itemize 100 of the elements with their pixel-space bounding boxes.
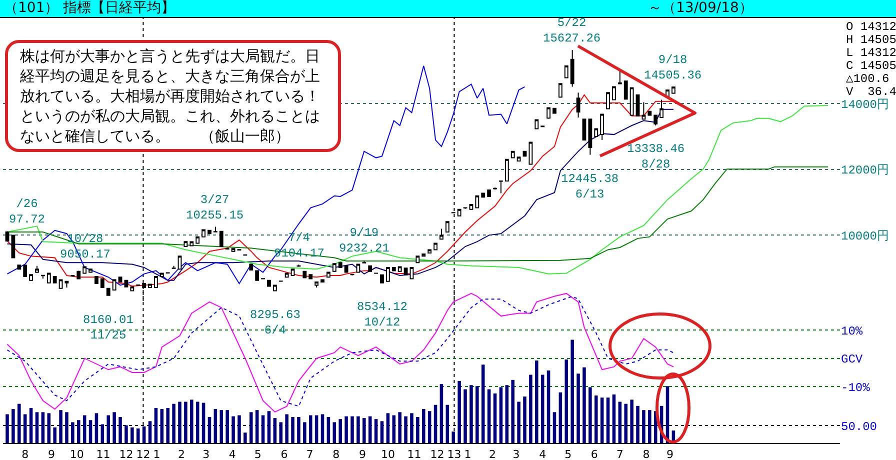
bar (184, 402, 188, 443)
candlestick (94, 275, 98, 284)
x-tick-label: 4 (228, 448, 236, 460)
candlestick (440, 228, 444, 240)
bar (29, 408, 33, 443)
bar (160, 409, 164, 443)
candlestick (528, 142, 533, 166)
text: O 14312 H 14505 L 14312 C 14505 △100.6 V 36.4 (846, 20, 896, 99)
candlestick (11, 234, 16, 258)
candlestick (570, 50, 574, 88)
candlestick (546, 107, 550, 120)
bar (6, 414, 9, 443)
bar (422, 409, 426, 443)
candlestick (648, 110, 652, 116)
candlestick (320, 278, 324, 282)
bar (178, 402, 182, 443)
bar (535, 360, 538, 443)
bar (41, 412, 45, 443)
candlestick (416, 255, 420, 264)
annotation: 5/22 15627.26 (543, 16, 601, 46)
candlestick (552, 108, 556, 114)
candlestick (58, 278, 63, 290)
bar (362, 418, 366, 443)
bar (368, 416, 372, 443)
x-tick-label: 8 (642, 448, 650, 460)
y-tick-label: 50.00 (841, 420, 878, 434)
bar (94, 413, 98, 443)
candlestick (213, 226, 218, 233)
bar (65, 412, 68, 443)
bar (226, 410, 229, 443)
bar (356, 416, 360, 443)
candlestick (493, 186, 497, 190)
candlestick (356, 264, 360, 274)
candlestick (612, 86, 616, 101)
bar (154, 408, 158, 443)
bar (606, 398, 610, 443)
candlestick (23, 264, 28, 277)
candlestick (332, 262, 336, 272)
candlestick (46, 272, 51, 284)
x-tick-label: 12 (136, 448, 150, 460)
y-tick-label: 14000円 (841, 98, 890, 112)
bar (416, 417, 420, 443)
bar (214, 409, 218, 443)
candlestick (112, 278, 116, 291)
bar (47, 413, 51, 443)
bar (326, 417, 330, 443)
bar (12, 409, 15, 443)
candlestick (630, 86, 634, 116)
bar (546, 370, 550, 443)
bar (505, 385, 509, 443)
bar (588, 387, 592, 443)
candlestick (64, 280, 69, 288)
bar (314, 415, 318, 443)
bar (71, 422, 74, 443)
candlestick (498, 180, 503, 194)
bar (487, 389, 491, 443)
candlestick (600, 113, 604, 141)
x-tick-label: 9 (48, 448, 55, 460)
bar (261, 415, 265, 443)
x-tick-label: 4 (539, 448, 546, 460)
bar (386, 413, 390, 443)
candlestick (386, 266, 390, 282)
bar (624, 404, 628, 443)
bar (291, 417, 294, 443)
candlestick (52, 275, 57, 284)
bar (332, 422, 336, 443)
bar (552, 412, 556, 443)
bar (202, 402, 206, 443)
x-tick-label: 10 (70, 448, 84, 460)
candlestick (314, 281, 319, 288)
candlestick (564, 64, 568, 79)
x-tick-label: 10 (380, 448, 395, 460)
candlestick (594, 128, 598, 138)
bar (124, 425, 128, 443)
bar (59, 410, 62, 443)
candlestick (344, 264, 348, 273)
bar (636, 406, 640, 443)
bar (612, 394, 616, 443)
x-tick-label: 2 (488, 448, 496, 460)
bar (23, 414, 27, 443)
x-tick-label: 8 (332, 448, 340, 460)
candlestick (642, 102, 646, 120)
bar (53, 427, 56, 443)
bar (100, 424, 104, 443)
bar (166, 408, 170, 443)
candlestick (516, 156, 521, 162)
x-tick-label: 1 (153, 448, 160, 460)
bar (404, 416, 408, 443)
bar (529, 374, 532, 443)
bar (82, 415, 86, 443)
annotation: 13338.46 8/28 (627, 142, 685, 172)
candlestick (588, 118, 592, 156)
x-tick-label: 11 (96, 448, 110, 460)
bar (255, 410, 259, 443)
bar (392, 415, 396, 443)
candlestick (338, 262, 342, 268)
annotation: 株は何が大事かと言うと先ずは大局観だ。日経平均の週足を見ると、大きな三角保合が上放れている。大相場が再度開始されている！というのが私の大局観。これ、外れることはないと確信している。 （飯山一郎） (5, 40, 341, 152)
candlestick (255, 270, 260, 281)
bar (493, 393, 497, 443)
y-tick-label: 10000円 (841, 229, 890, 244)
